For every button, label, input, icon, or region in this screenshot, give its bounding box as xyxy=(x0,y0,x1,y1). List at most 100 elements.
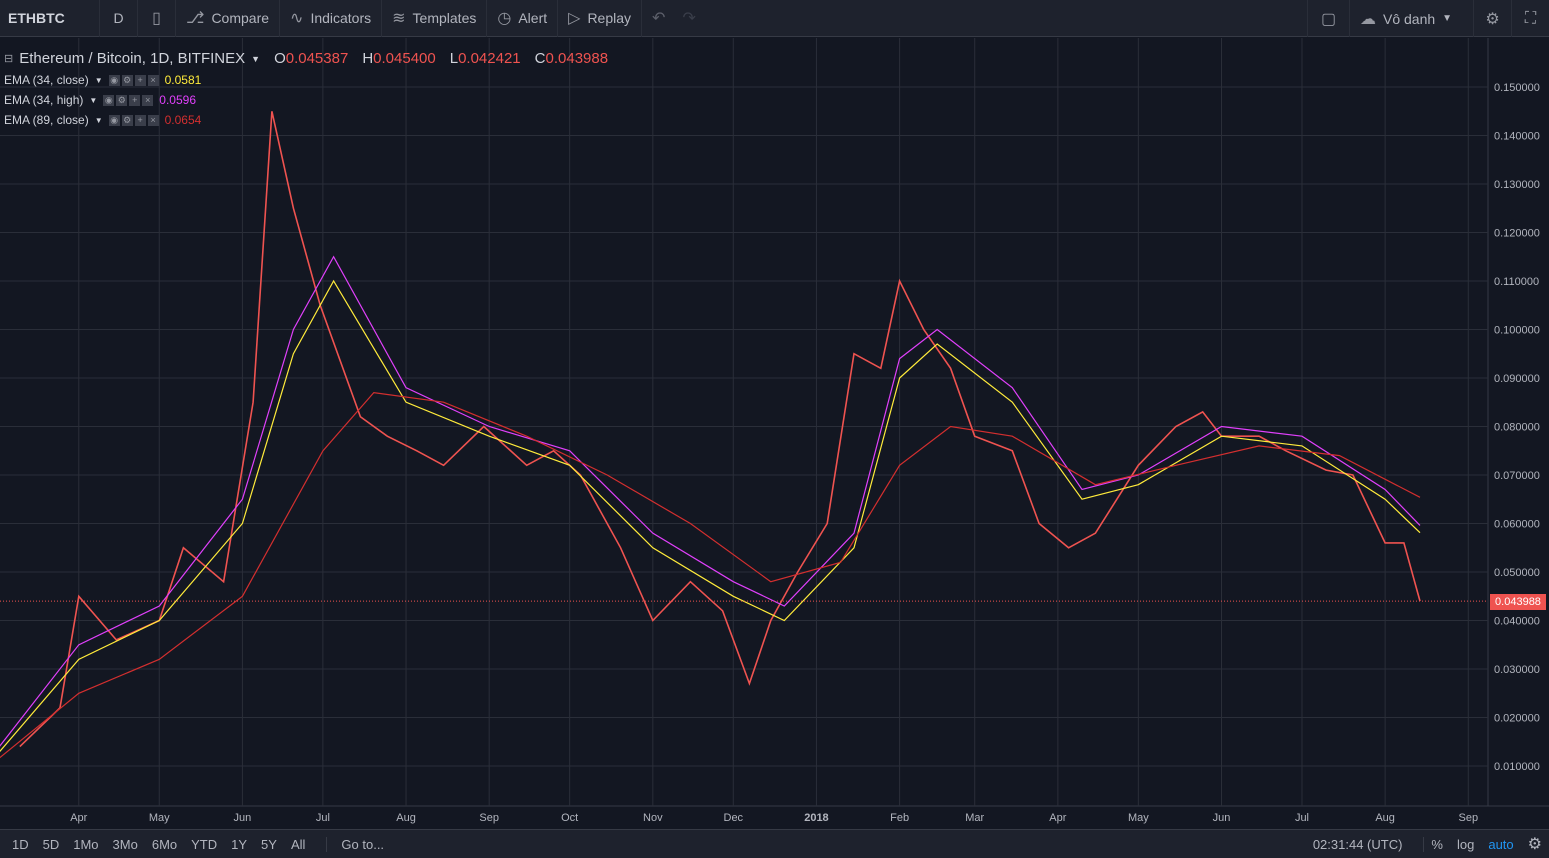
gear-icon[interactable]: ⚙ xyxy=(116,94,128,106)
range-ytd[interactable]: YTD xyxy=(191,836,218,852)
open-value: 0.045387 xyxy=(285,50,349,67)
candlestick-icon: ▯ xyxy=(152,10,161,27)
legend-title[interactable]: Ethereum / Bitcoin, 1D, BITFINEX xyxy=(19,50,246,67)
close-label: C xyxy=(534,50,546,67)
close-icon[interactable]: × xyxy=(147,114,159,126)
eye-icon[interactable]: ◉ xyxy=(103,94,115,106)
close-icon[interactable]: × xyxy=(142,94,154,106)
expand-icon: ⛶ xyxy=(1524,9,1537,27)
y-tick-label: 0.100000 xyxy=(1494,325,1540,337)
indicator-controls[interactable]: ◉ ⚙ + × xyxy=(108,74,159,86)
percent-toggle[interactable]: % xyxy=(1423,836,1450,852)
alert-label: Alert xyxy=(518,10,548,26)
y-tick-label: 0.060000 xyxy=(1494,519,1540,531)
fullscreen-box-button[interactable]: ▢ xyxy=(1307,0,1349,37)
indicator-label[interactable]: EMA (34, close) xyxy=(4,73,89,87)
eye-icon[interactable]: ◉ xyxy=(108,74,120,86)
indicator-ema-89-close[interactable]: EMA (89, close) ▼ ◉ ⚙ + × 0.0654 xyxy=(4,113,201,127)
x-tick-label: Apr xyxy=(1049,812,1066,824)
y-tick-label: 0.030000 xyxy=(1494,664,1540,676)
range-1d[interactable]: 1D xyxy=(12,836,29,852)
open-label: O xyxy=(274,50,286,67)
replay-label: Replay xyxy=(587,10,632,26)
bottom-toolbar: 1D 5D 1Mo 3Mo 6Mo YTD 1Y 5Y All Go to...… xyxy=(0,829,1549,858)
resolution-button[interactable]: D xyxy=(100,0,138,37)
range-1y[interactable]: 1Y xyxy=(231,836,248,852)
ema-line xyxy=(0,255,1421,747)
chevron-down-icon[interactable]: ▼ xyxy=(94,75,103,85)
chart-legend: ⊟ Ethereum / Bitcoin, 1D, BITFINEX ▼ O 0.… xyxy=(4,50,608,67)
alert-button[interactable]: ◷ Alert xyxy=(487,0,559,37)
y-tick-label: 0.010000 xyxy=(1494,761,1540,773)
chart-type-button[interactable]: ▯ xyxy=(138,0,176,37)
y-tick-label: 0.150000 xyxy=(1494,82,1540,94)
replay-button[interactable]: ▷ Replay xyxy=(558,0,643,37)
indicators-icon: ∿ xyxy=(290,10,304,27)
range-6mo[interactable]: 6Mo xyxy=(151,836,178,852)
range-5y[interactable]: 5Y xyxy=(261,836,277,852)
x-tick-label: Apr xyxy=(70,812,87,824)
gear-icon[interactable]: ⚙ xyxy=(121,74,133,86)
price-chart[interactable]: 0.150000 0.140000 0.130000 0.120000 0.110000… xyxy=(0,38,1549,826)
settings-button[interactable]: ⚙ xyxy=(1473,0,1511,37)
auto-toggle[interactable]: auto xyxy=(1488,836,1514,852)
layout-button[interactable]: ☁ Vô danh ▼ xyxy=(1349,0,1473,37)
x-tick-label: May xyxy=(149,812,170,824)
templates-icon: ≋ xyxy=(392,10,406,27)
gear-icon[interactable]: ⚙ xyxy=(121,114,133,126)
close-icon[interactable]: × xyxy=(147,74,159,86)
undo-icon[interactable]: ↶ xyxy=(652,10,666,27)
redo-icon[interactable]: ↷ xyxy=(682,10,696,27)
chevron-down-icon[interactable]: ▼ xyxy=(89,95,98,105)
fullscreen-button[interactable]: ⛶ xyxy=(1511,0,1549,37)
y-tick-label: 0.040000 xyxy=(1494,616,1540,628)
x-tick-label: Jul xyxy=(1295,812,1309,824)
utc-clock[interactable]: 02:31:44 (UTC) xyxy=(1312,836,1403,852)
plus-icon[interactable]: + xyxy=(129,94,141,106)
compare-label: Compare xyxy=(211,10,270,26)
legend-chevron-icon[interactable]: ▼ xyxy=(251,53,261,64)
x-tick-label: Dec xyxy=(724,812,744,824)
indicator-label[interactable]: EMA (89, close) xyxy=(4,113,89,127)
low-label: L xyxy=(449,50,459,67)
collapse-icon[interactable]: ⊟ xyxy=(4,53,14,65)
templates-button[interactable]: ≋ Templates xyxy=(382,0,488,37)
price-series-line xyxy=(19,111,1421,748)
high-value: 0.045400 xyxy=(373,50,436,67)
close-value: 0.043988 xyxy=(545,50,609,67)
x-tick-label: Feb xyxy=(890,812,909,824)
x-tick-label: Sep xyxy=(479,812,499,824)
ema-line xyxy=(0,391,1421,759)
compare-button[interactable]: ⎇ Compare xyxy=(176,0,281,37)
gear-icon[interactable]: ⚙ xyxy=(1527,836,1542,853)
indicator-controls[interactable]: ◉ ⚙ + × xyxy=(103,94,154,106)
indicator-controls[interactable]: ◉ ⚙ + × xyxy=(108,114,159,126)
eye-icon[interactable]: ◉ xyxy=(108,114,120,126)
range-all[interactable]: All xyxy=(290,836,306,852)
range-1mo[interactable]: 1Mo xyxy=(73,836,99,852)
indicators-button[interactable]: ∿ Indicators xyxy=(280,0,383,37)
x-tick-label: Oct xyxy=(561,812,578,824)
plus-icon[interactable]: + xyxy=(134,114,146,126)
chevron-down-icon[interactable]: ▼ xyxy=(94,115,103,125)
indicator-value: 0.0596 xyxy=(159,93,196,107)
log-toggle[interactable]: log xyxy=(1456,836,1475,852)
plus-icon[interactable]: + xyxy=(134,74,146,86)
indicator-value: 0.0654 xyxy=(164,113,202,127)
indicator-ema-34-close[interactable]: EMA (34, close) ▼ ◉ ⚙ + × 0.0581 xyxy=(4,73,201,87)
symbol-search[interactable]: ETHBTC xyxy=(0,0,100,37)
goto-button[interactable]: Go to... xyxy=(326,836,391,852)
gear-icon: ⚙ xyxy=(1485,10,1500,28)
x-tick-label: Nov xyxy=(643,812,663,824)
y-tick-label: 0.080000 xyxy=(1494,422,1540,434)
indicator-ema-34-high[interactable]: EMA (34, high) ▼ ◉ ⚙ + × 0.0596 xyxy=(4,93,196,107)
x-tick-label: Jun xyxy=(234,812,252,824)
alarm-clock-icon: ◷ xyxy=(497,10,512,27)
range-5d[interactable]: 5D xyxy=(42,836,60,852)
high-label: H xyxy=(362,50,374,67)
indicator-label[interactable]: EMA (34, high) xyxy=(4,93,84,107)
range-3mo[interactable]: 3Mo xyxy=(112,836,138,852)
x-tick-label: 2018 xyxy=(804,812,828,824)
y-tick-label: 0.050000 xyxy=(1494,567,1540,579)
ema-line xyxy=(0,279,1421,753)
